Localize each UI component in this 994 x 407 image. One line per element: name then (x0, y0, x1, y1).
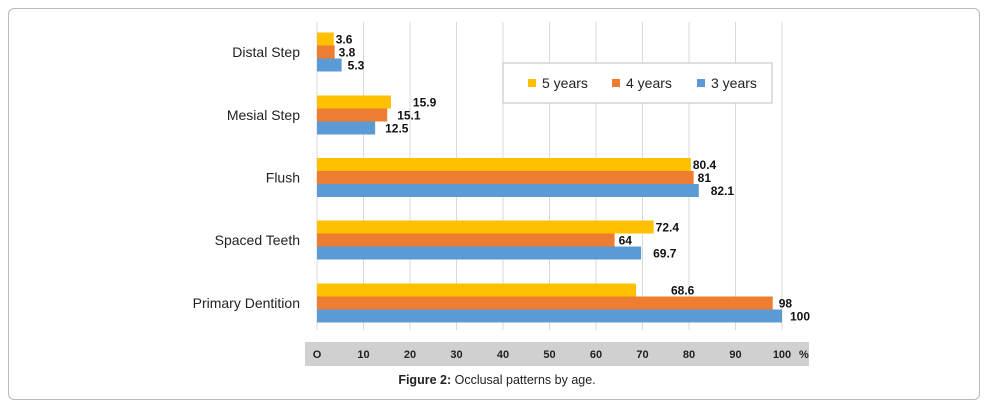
value-label-5-years-mesial-step: 15.9 (413, 96, 437, 110)
x-tick-label-30: 30 (450, 349, 462, 361)
bar-5-years-primary-dentition (317, 283, 636, 297)
category-label-distal-step: Distal Step (232, 44, 300, 60)
x-tick-label-60: 60 (590, 349, 602, 361)
category-label-mesial-step: Mesial Step (227, 107, 300, 123)
legend-label-5-years: 5 years (542, 75, 588, 91)
legend-swatch-5-years (528, 79, 536, 87)
bar-3-years-spaced-teeth (317, 246, 642, 260)
value-label-3-years-mesial-step: 12.5 (385, 122, 409, 136)
value-label-5-years-spaced-teeth: 72.4 (656, 221, 680, 235)
x-axis-unit: % (799, 349, 809, 361)
bar-4-years-mesial-step (317, 108, 388, 122)
value-label-4-years-distal-step: 3.8 (339, 46, 356, 60)
value-labels: 3.6 15.9 80.4 72.4 68.6 3.8 15.1 81 64 98 5.3 12.5 8… (336, 33, 811, 324)
value-label-3-years-distal-step: 5.3 (348, 59, 365, 73)
caption-text: Occlusal patterns by age. (451, 373, 596, 387)
value-label-3-years-spaced-teeth: 69.7 (653, 247, 677, 261)
value-label-4-years-flush: 81 (698, 171, 712, 185)
value-label-4-years-spaced-teeth: 64 (619, 234, 633, 248)
value-label-4-years-primary-dentition: 98 (779, 297, 793, 311)
legend-box (502, 62, 773, 104)
bar-3-years-flush (317, 184, 699, 197)
x-tick-label-50: 50 (543, 349, 555, 361)
legend-swatch-4-years (612, 79, 620, 87)
bars (317, 32, 782, 323)
value-label-5-years-flush: 80.4 (693, 158, 717, 172)
value-label-3-years-flush: 82.1 (711, 184, 735, 198)
x-tick-label-70: 70 (636, 349, 648, 361)
bar-5-years-flush (317, 158, 691, 171)
bar-3-years-primary-dentition (317, 309, 782, 323)
legend-swatch-3-years (697, 79, 705, 87)
x-axis-band (305, 342, 809, 366)
category-label-spaced-teeth: Spaced Teeth (215, 232, 300, 248)
legend-label-4-years: 4 years (626, 75, 672, 91)
bar-4-years-distal-step (317, 45, 335, 59)
caption-label: Figure 2: (398, 373, 452, 387)
bar-5-years-mesial-step (317, 95, 391, 109)
x-tick-label-80: 80 (683, 349, 695, 361)
bar-5-years-spaced-teeth (317, 220, 654, 234)
bar-4-years-flush (317, 171, 694, 184)
bar-3-years-mesial-step (317, 121, 376, 135)
bar-5-years-distal-step (317, 32, 334, 46)
figure-caption: Figure 2: Occlusal patterns by age. (0, 373, 994, 387)
figure-frame (8, 8, 980, 400)
value-label-5-years-primary-dentition: 68.6 (671, 284, 695, 298)
x-tick-label-100: 100 (773, 349, 791, 361)
x-tick-label-90: 90 (729, 349, 741, 361)
value-label-5-years-distal-step: 3.6 (336, 33, 353, 47)
bar-4-years-spaced-teeth (317, 233, 615, 247)
x-tick-label-0: O (313, 349, 322, 361)
category-labels: Distal Step Mesial Step Flush Spaced Teeth P… (193, 44, 301, 311)
legend-label-3-years: 3 years (711, 75, 757, 91)
value-label-4-years-mesial-step: 15.1 (397, 109, 421, 123)
x-axis: O 10 20 30 40 50 60 70 80 90 100% (305, 342, 809, 366)
x-tick-label-10: 10 (357, 349, 369, 361)
category-label-flush: Flush (266, 170, 300, 186)
bar-3-years-distal-step (317, 58, 342, 72)
legend: 5 years 4 years 3 years (502, 62, 773, 104)
value-label-3-years-primary-dentition: 100 (790, 310, 810, 324)
bar-4-years-primary-dentition (317, 296, 773, 310)
x-tick-label-40: 40 (497, 349, 509, 361)
category-label-primary-dentition: Primary Dentition (193, 295, 300, 311)
x-tick-label-20: 20 (404, 349, 416, 361)
